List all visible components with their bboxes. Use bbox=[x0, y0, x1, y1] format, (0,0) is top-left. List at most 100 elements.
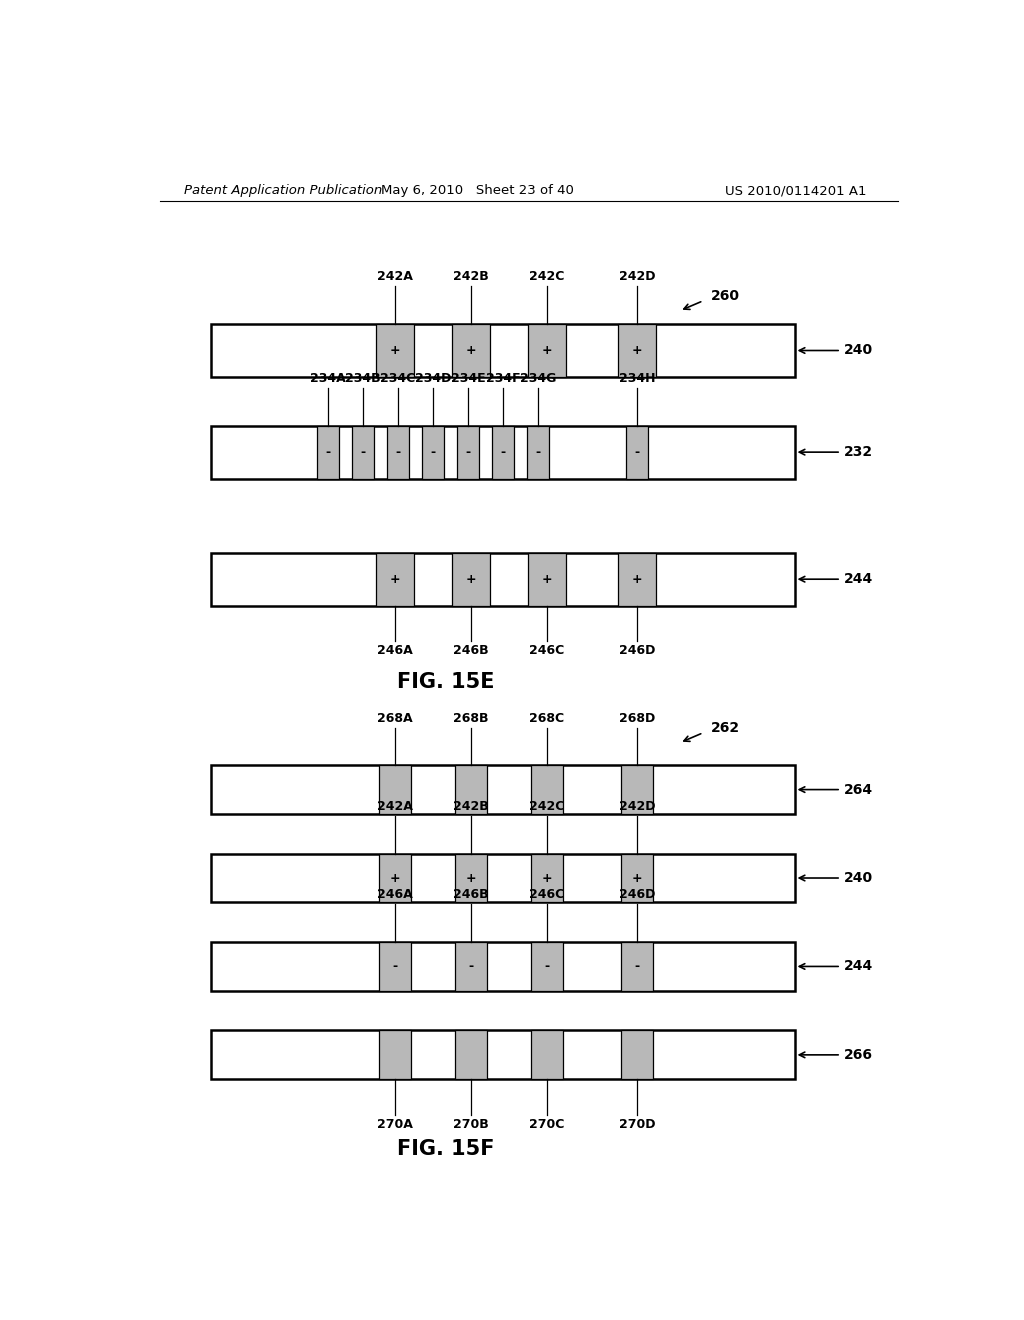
Bar bbox=[455, 942, 486, 991]
Bar bbox=[622, 942, 653, 991]
Bar bbox=[492, 426, 514, 479]
Text: 240: 240 bbox=[800, 871, 872, 884]
Text: 246C: 246C bbox=[529, 888, 564, 902]
Text: +: + bbox=[632, 573, 642, 586]
Bar bbox=[527, 426, 549, 479]
Bar bbox=[376, 325, 414, 378]
Bar bbox=[527, 325, 566, 378]
Text: 242A: 242A bbox=[377, 271, 413, 284]
Text: US 2010/0114201 A1: US 2010/0114201 A1 bbox=[725, 185, 866, 198]
Bar bbox=[379, 942, 411, 991]
Text: 244: 244 bbox=[800, 572, 873, 586]
Bar bbox=[387, 426, 410, 479]
Text: 242C: 242C bbox=[529, 800, 564, 813]
Bar bbox=[622, 766, 653, 814]
Bar bbox=[422, 426, 444, 479]
Text: 242C: 242C bbox=[529, 271, 564, 284]
Text: -: - bbox=[392, 960, 397, 973]
Bar bbox=[622, 1031, 653, 1080]
Bar bbox=[626, 426, 648, 479]
Bar bbox=[211, 426, 795, 479]
Text: 242B: 242B bbox=[453, 271, 488, 284]
Text: 234H: 234H bbox=[618, 372, 655, 385]
Bar bbox=[379, 766, 411, 814]
Bar bbox=[211, 325, 795, 378]
Text: 234B: 234B bbox=[345, 372, 381, 385]
Text: +: + bbox=[632, 871, 642, 884]
Text: 268D: 268D bbox=[620, 711, 655, 725]
Text: 234D: 234D bbox=[415, 372, 452, 385]
Text: 260: 260 bbox=[712, 289, 740, 302]
Text: -: - bbox=[544, 960, 549, 973]
Text: +: + bbox=[542, 573, 552, 586]
Text: 242D: 242D bbox=[618, 800, 655, 813]
Text: -: - bbox=[536, 446, 541, 458]
Bar bbox=[530, 942, 562, 991]
Bar bbox=[622, 766, 653, 814]
Text: -: - bbox=[466, 446, 471, 458]
Bar bbox=[527, 553, 566, 606]
Bar bbox=[352, 426, 374, 479]
Text: FIG. 15F: FIG. 15F bbox=[396, 1139, 495, 1159]
Text: -: - bbox=[635, 960, 640, 973]
Text: 234F: 234F bbox=[485, 372, 520, 385]
Text: -: - bbox=[501, 446, 506, 458]
Text: +: + bbox=[542, 345, 552, 356]
Bar bbox=[211, 553, 795, 606]
Text: 240: 240 bbox=[800, 343, 872, 358]
Bar bbox=[352, 426, 374, 479]
Text: 246B: 246B bbox=[453, 888, 488, 902]
Text: +: + bbox=[390, 871, 400, 884]
Bar bbox=[622, 1031, 653, 1080]
Bar bbox=[211, 854, 795, 903]
Bar bbox=[379, 942, 411, 991]
Text: 244: 244 bbox=[800, 960, 873, 973]
Bar bbox=[618, 553, 656, 606]
Text: 242D: 242D bbox=[618, 271, 655, 284]
Bar bbox=[530, 1031, 562, 1080]
Text: 246A: 246A bbox=[377, 644, 413, 657]
Bar bbox=[379, 1031, 411, 1080]
Text: +: + bbox=[390, 345, 400, 356]
Bar bbox=[379, 854, 411, 903]
Bar bbox=[530, 766, 562, 814]
Text: 242A: 242A bbox=[377, 800, 413, 813]
Bar bbox=[457, 426, 479, 479]
Text: +: + bbox=[466, 573, 476, 586]
Text: +: + bbox=[466, 345, 476, 356]
Bar bbox=[527, 325, 566, 378]
Bar bbox=[455, 1031, 486, 1080]
Text: +: + bbox=[632, 345, 642, 356]
Bar bbox=[530, 854, 562, 903]
Text: 270A: 270A bbox=[377, 1118, 413, 1131]
Bar bbox=[452, 553, 489, 606]
Text: 262: 262 bbox=[712, 721, 740, 735]
Bar bbox=[452, 553, 489, 606]
Bar bbox=[455, 1031, 486, 1080]
Bar bbox=[457, 426, 479, 479]
Text: -: - bbox=[468, 960, 473, 973]
Bar bbox=[455, 766, 486, 814]
Bar bbox=[376, 553, 414, 606]
Text: May 6, 2010   Sheet 23 of 40: May 6, 2010 Sheet 23 of 40 bbox=[381, 185, 573, 198]
Bar bbox=[455, 766, 486, 814]
Text: 246D: 246D bbox=[618, 644, 655, 657]
Text: 246B: 246B bbox=[453, 644, 488, 657]
Bar bbox=[530, 854, 562, 903]
Bar bbox=[452, 325, 489, 378]
Bar bbox=[316, 426, 339, 479]
Bar bbox=[530, 942, 562, 991]
Text: -: - bbox=[635, 446, 640, 458]
Bar bbox=[618, 553, 656, 606]
Text: -: - bbox=[326, 446, 331, 458]
Bar bbox=[211, 766, 795, 814]
Bar bbox=[618, 325, 656, 378]
Text: 270B: 270B bbox=[453, 1118, 488, 1131]
Bar bbox=[626, 426, 648, 479]
Bar bbox=[530, 1031, 562, 1080]
Bar bbox=[379, 1031, 411, 1080]
Bar bbox=[455, 854, 486, 903]
Bar bbox=[527, 553, 566, 606]
Bar bbox=[422, 426, 444, 479]
Bar bbox=[211, 1031, 795, 1080]
